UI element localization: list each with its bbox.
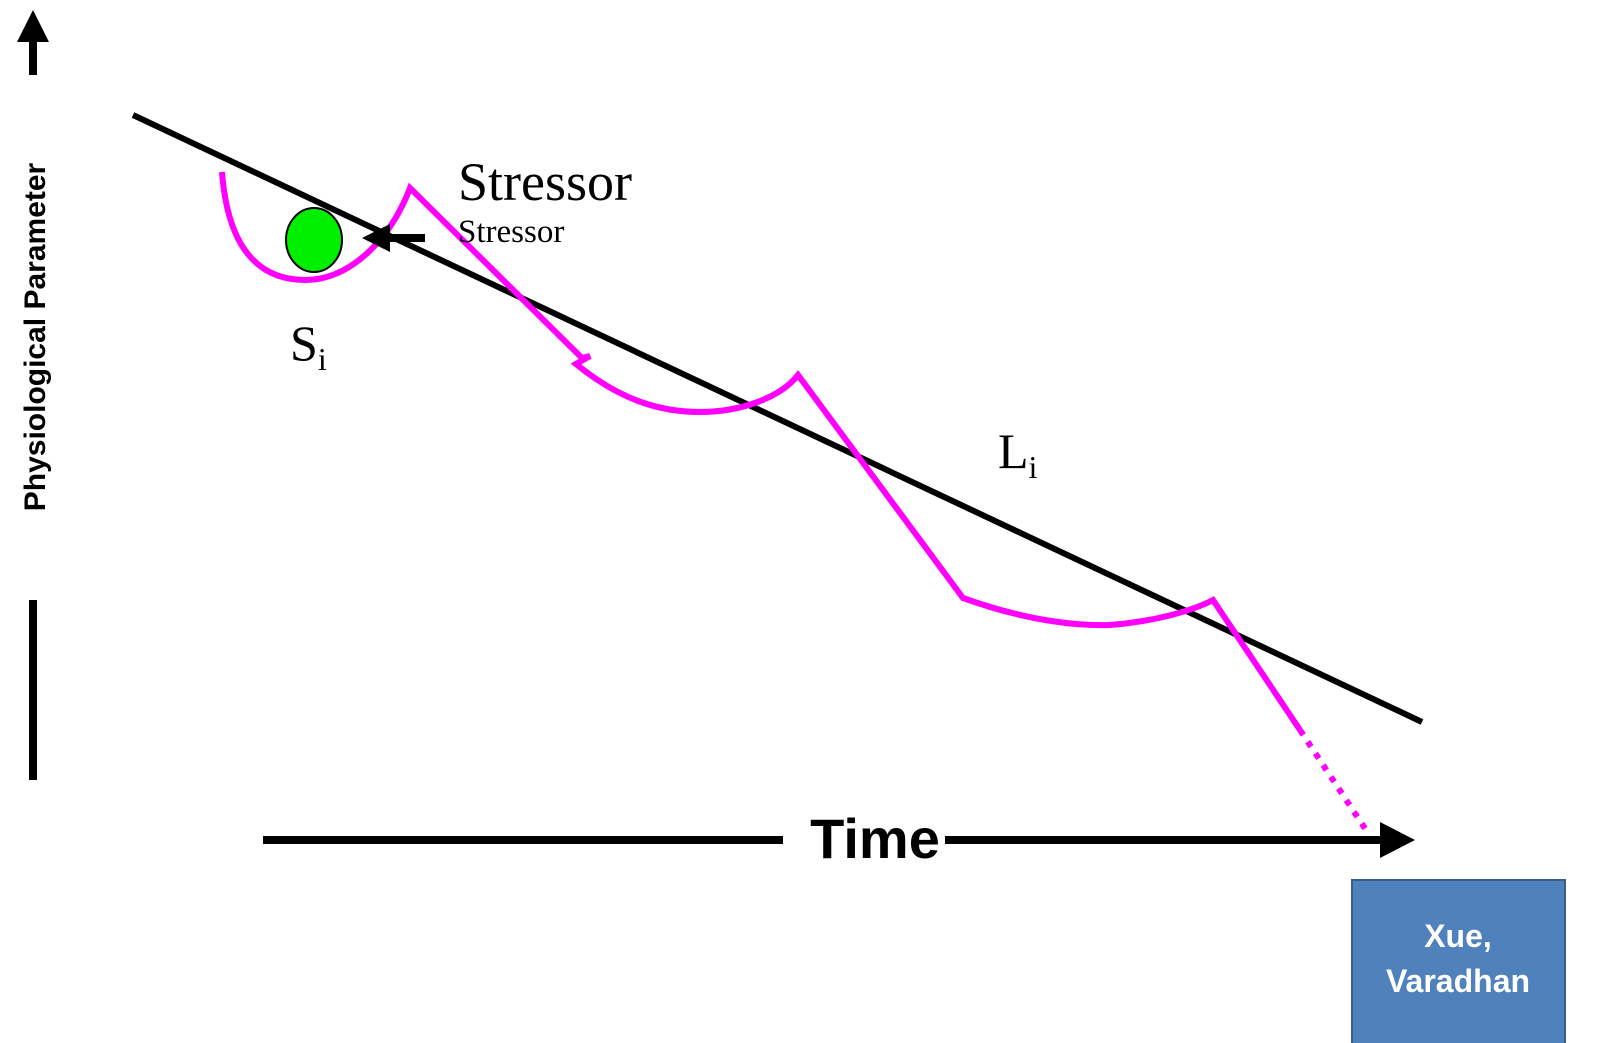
- s-subscript: i: [318, 341, 327, 377]
- s-base: S: [290, 315, 318, 371]
- x-axis-label: Time: [810, 807, 940, 870]
- credit-line: Xue,: [1424, 918, 1492, 954]
- credit-box: [1351, 879, 1566, 1043]
- y-axis-arrowhead: [17, 10, 49, 42]
- y-axis-label: Physiological Parameter: [19, 162, 52, 511]
- s-label: Si: [290, 315, 327, 377]
- stressor-label: Stressor: [458, 152, 632, 212]
- credit-line: Varadhan: [1386, 963, 1530, 999]
- trajectory: [219, 171, 1303, 732]
- l-subscript: i: [1029, 449, 1038, 485]
- state-ball: [285, 207, 343, 273]
- trajectory-dotted: [1297, 728, 1371, 835]
- stressor-arrowhead: [362, 224, 390, 252]
- x-axis-arrowhead: [1380, 822, 1415, 858]
- stressor-sublabel: Stressor: [458, 214, 564, 250]
- l-base: L: [998, 423, 1029, 479]
- decline-line: [131, 112, 1424, 725]
- l-label: Li: [998, 423, 1038, 485]
